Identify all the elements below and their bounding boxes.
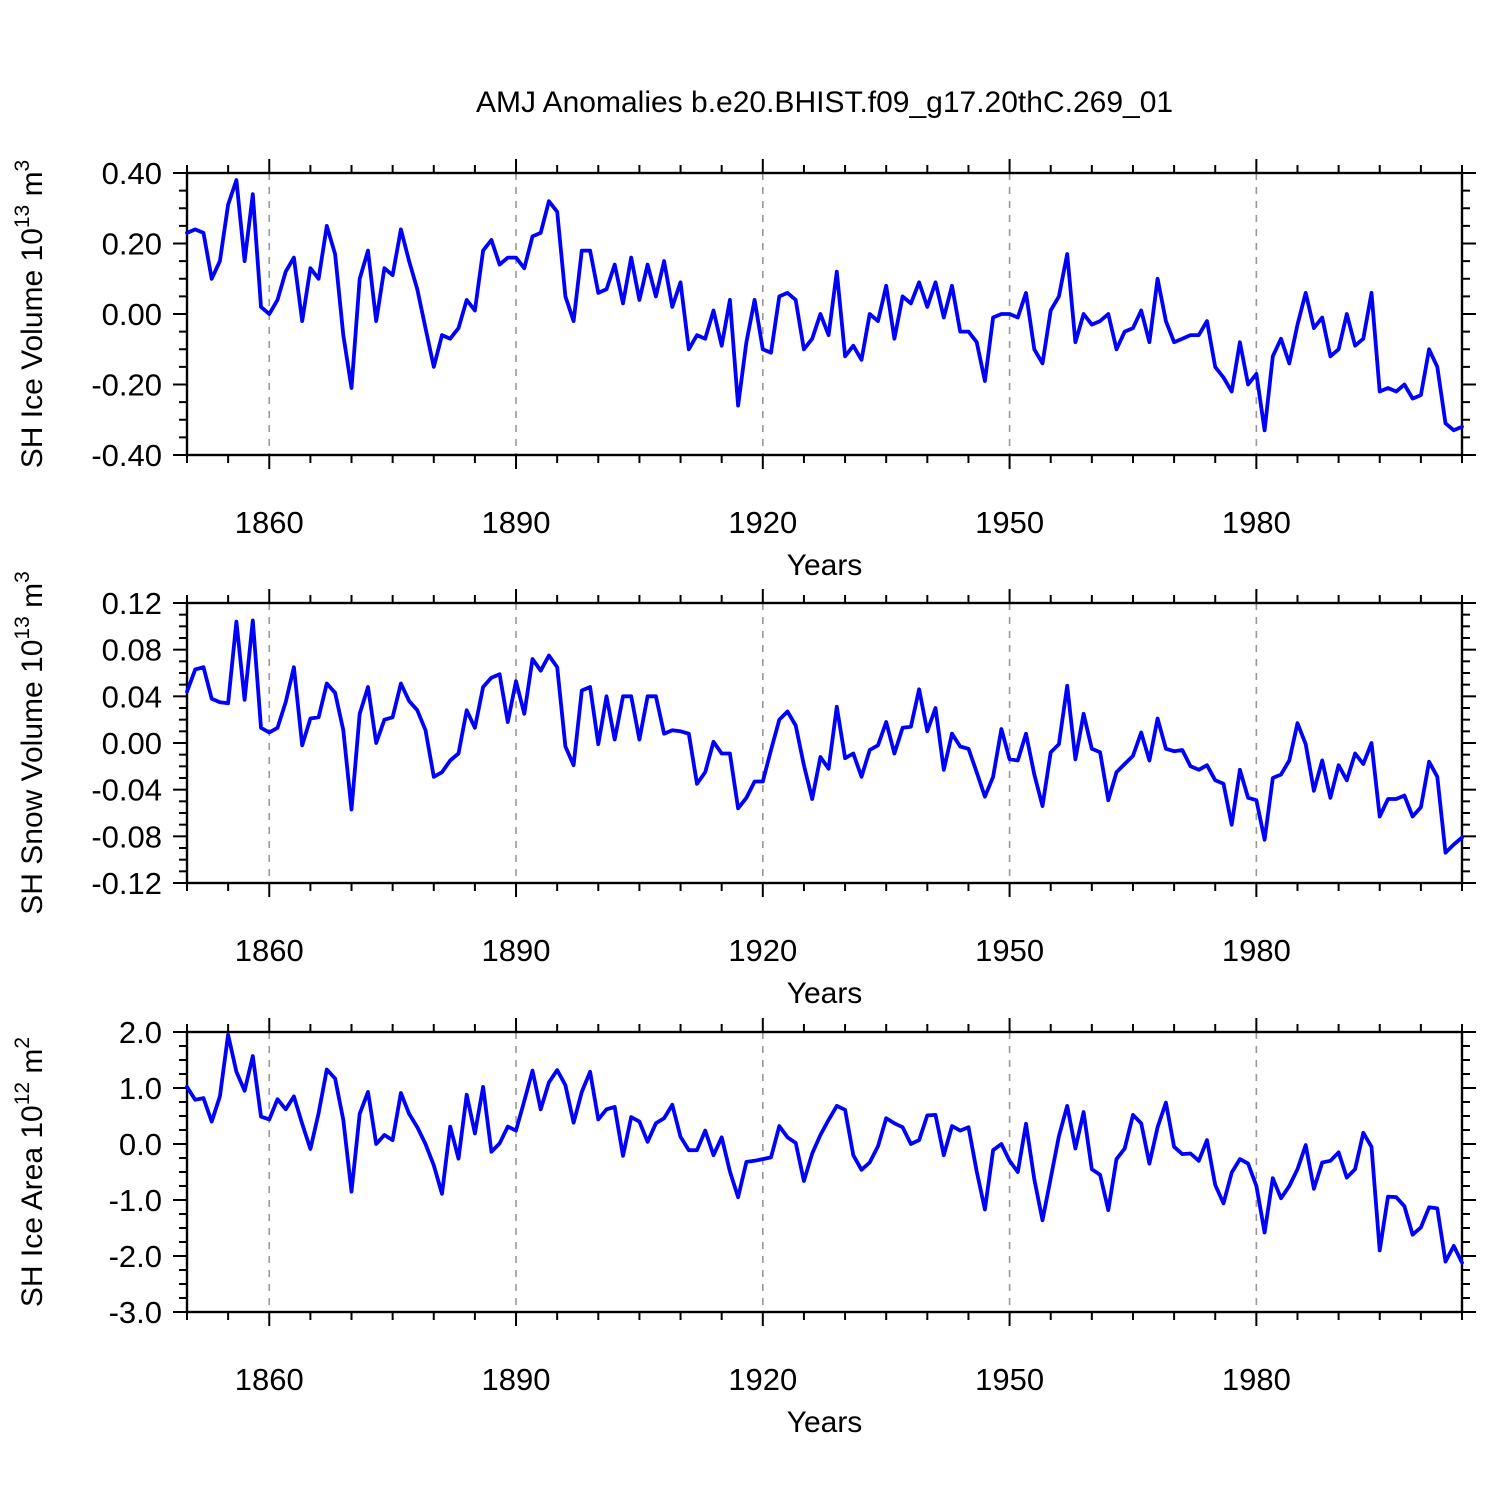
y-tick-label: -3.0 [109, 1295, 162, 1330]
y-tick-label: 1.0 [119, 1071, 162, 1106]
data-line-sh-ice-volume [185, 178, 1464, 433]
x-tick-label: 1920 [728, 1362, 797, 1397]
panel-sh-snow-volume: 0.12 0.08 0.04 0.00 -0.04 -0.08 -0.12 1860 1890 1… [11, 571, 1476, 1010]
ticks [173, 1018, 1476, 1326]
y-tick-label: -0.20 [91, 368, 162, 403]
y-tick-label: 0.00 [102, 297, 162, 332]
y-tick-label: -2.0 [109, 1239, 162, 1274]
x-tick-label: 1950 [975, 1362, 1044, 1397]
x-tick-label: 1980 [1222, 933, 1291, 968]
y-axis-title: SH Snow Volume 1013 m3 [11, 571, 49, 915]
x-tick-label: 1980 [1222, 1362, 1291, 1397]
y-tick-label: 0.0 [119, 1127, 162, 1162]
chart-title: AMJ Anomalies b.e20.BHIST.f09_g17.20thC.… [475, 86, 1174, 119]
y-tick-label: 0.12 [102, 586, 162, 621]
x-tick-label: 1860 [235, 1362, 304, 1397]
x-tick-label: 1950 [975, 933, 1044, 968]
ticks [173, 159, 1476, 469]
x-axis-title: Years [787, 1406, 863, 1439]
ticks [173, 589, 1476, 897]
panel-sh-ice-volume: 0.40 0.20 0.00 -0.20 -0.40 1860 1890 1920 1950 19… [11, 156, 1476, 582]
y-tick-label: 0.08 [102, 633, 162, 668]
y-tick-label: -1.0 [109, 1183, 162, 1218]
x-tick-label: 1890 [482, 1362, 551, 1397]
y-axis-title: SH Ice Area 1012 m2 [11, 1037, 49, 1307]
x-axis-title: Years [787, 977, 863, 1010]
y-tick-label: -0.04 [91, 773, 162, 808]
y-tick-label: 2.0 [119, 1015, 162, 1050]
x-axis-title: Years [787, 549, 863, 582]
x-tick-label: 1980 [1222, 505, 1291, 540]
panel-sh-ice-area: 2.0 1.0 0.0 -1.0 -2.0 -3.0 1860 1890 1920 1950 198… [11, 1015, 1476, 1439]
x-tick-label: 1920 [728, 505, 797, 540]
y-tick-label: 0.04 [102, 679, 162, 714]
plot-border [185, 1030, 1464, 1314]
y-axis-title: SH Ice Volume 1013 m3 [11, 160, 49, 469]
x-tick-label: 1860 [235, 933, 304, 968]
data-line-sh-snow-volume [185, 618, 1464, 855]
y-tick-label: -0.40 [91, 438, 162, 473]
x-tick-label: 1950 [975, 505, 1044, 540]
plot-border [185, 601, 1464, 885]
data-line-sh-ice-area [185, 1032, 1464, 1265]
y-tick-label: 0.20 [102, 227, 162, 262]
x-tick-label: 1890 [482, 933, 551, 968]
y-tick-label: -0.12 [91, 866, 162, 901]
y-tick-label: 0.40 [102, 156, 162, 191]
y-tick-label: -0.08 [91, 819, 162, 854]
x-tick-label: 1890 [482, 505, 551, 540]
y-tick-label: 0.00 [102, 726, 162, 761]
x-tick-label: 1860 [235, 505, 304, 540]
x-tick-label: 1920 [728, 933, 797, 968]
